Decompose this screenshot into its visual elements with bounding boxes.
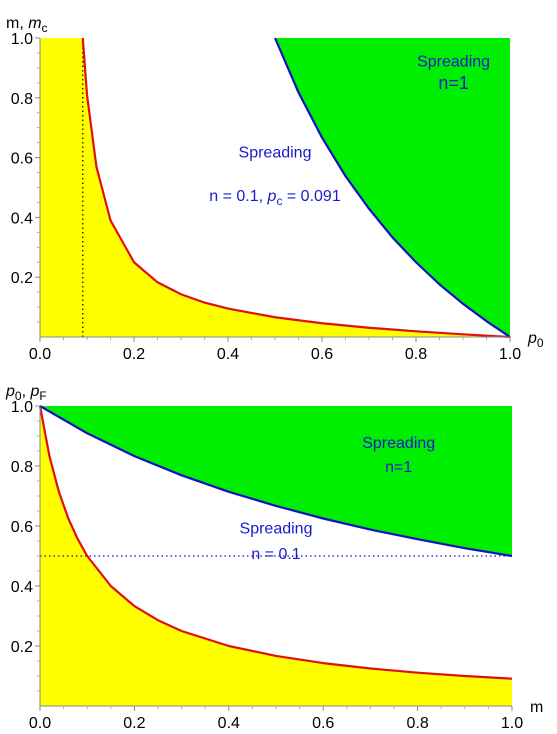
annotation: n=1	[385, 459, 412, 476]
annotation: n = 0.1, pc = 0.091	[209, 188, 341, 208]
x-tick-label: 0.8	[405, 346, 427, 363]
region-below-threshold	[40, 38, 510, 337]
annotation: Spreading	[239, 145, 312, 162]
x-tick-label: 0.2	[123, 715, 145, 732]
region-spreading-n1	[275, 38, 510, 337]
y-tick-label: 0.2	[11, 639, 33, 656]
y-tick-label: 1.0	[11, 399, 33, 416]
x-tick-label: 0.6	[311, 346, 333, 363]
y-axis-label: m, mc	[6, 15, 48, 35]
y-tick-label: 0.8	[11, 91, 33, 108]
curve-n-1	[273, 37, 511, 338]
y-tick-label: 0.6	[11, 151, 33, 168]
chart-1: 0.0 0.2 0.4 0.6 0.8 1.0 0.2 0.4 0.6 0.8 1.0 p0 m, mc…	[6, 15, 544, 363]
curve-n-1	[39, 405, 513, 558]
annotation: Spreading	[240, 521, 313, 538]
region-spreading-n1	[40, 406, 512, 556]
x-tick-label: 0.0	[29, 715, 51, 732]
x-tick-label: 0.4	[218, 715, 240, 732]
y-tick-label: 0.2	[11, 270, 33, 287]
x-tick-label: 0.4	[217, 346, 239, 363]
y-tick-label: 0.6	[11, 519, 33, 536]
x-tick-label: 0.6	[312, 715, 334, 732]
y-tick-label: 1.0	[11, 31, 33, 48]
curve-n-0.1	[81, 37, 511, 339]
y-axis-label: p0, pF	[5, 383, 47, 403]
x-tick-label: 0.2	[123, 346, 145, 363]
y-tick-label: 0.4	[11, 210, 33, 227]
x-tick-label: 1.0	[501, 715, 523, 732]
x-axis-label: m	[530, 699, 543, 716]
x-tick-label: 0.0	[29, 346, 51, 363]
chart-2: 0.0 0.2 0.4 0.6 0.8 1.0 0.2 0.4 0.6 0.8 1.0 m p0, pF…	[5, 383, 543, 732]
region-below-threshold	[40, 406, 512, 706]
curve-n-0.1	[38, 405, 513, 680]
annotation: Spreading	[362, 435, 435, 452]
y-tick-label: 0.8	[11, 459, 33, 476]
annotation: Spreading	[417, 53, 490, 70]
y-tick-label: 0.4	[11, 579, 33, 596]
x-tick-label: 1.0	[499, 346, 521, 363]
x-tick-label: 0.8	[406, 715, 428, 732]
x-axis-label: p0	[527, 330, 544, 350]
annotation: n = 0.1	[251, 546, 300, 563]
annotation: n=1	[438, 73, 469, 93]
